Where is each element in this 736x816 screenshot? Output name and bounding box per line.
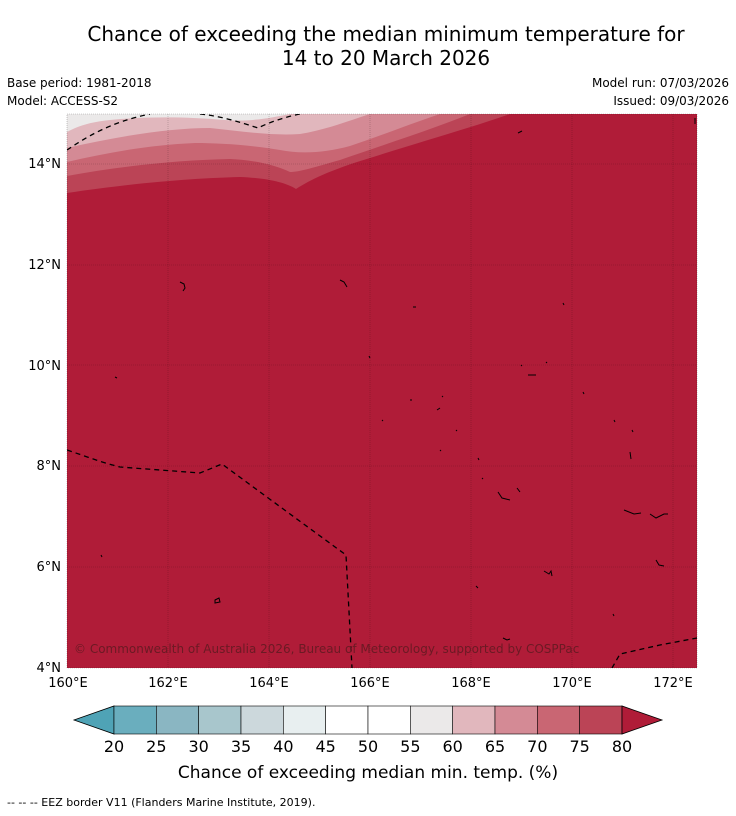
colorbar-cell-75-80: [579, 705, 623, 735]
colorbar-low-extension: [72, 705, 115, 735]
colorbar: 20 25 30 35 40 45 50 55 60 65 70 75 80 Chance of exc…: [72, 705, 664, 783]
colorbar-cell-20-25: [113, 705, 157, 735]
colorbar-high-extension: [621, 705, 664, 735]
lat-label-14n: 14°N: [28, 157, 61, 172]
colorbar-tick-35: 35: [231, 737, 251, 756]
forecast-map: © Commonwealth of Australia 2026, Bureau…: [28, 113, 698, 783]
colorbar-title: Chance of exceeding median min. temp. (%…: [178, 763, 558, 783]
chart-title: Chance of exceeding the median minimum t…: [0, 22, 736, 70]
grid-lines: [67, 114, 697, 668]
colorbar-tick-55: 55: [400, 737, 420, 756]
colorbar-cell-45-50: [325, 705, 369, 735]
colorbar-tick-40: 40: [273, 737, 293, 756]
colorbar-cell-30-35: [198, 705, 242, 735]
lon-label-170e: 170°E: [552, 676, 592, 691]
eez-border-south: [67, 449, 353, 668]
colorbar-cell-60-65: [452, 705, 496, 735]
lat-label-10n: 10°N: [28, 359, 61, 374]
base-period: Base period: 1981-2018: [7, 76, 152, 90]
eez-footnote: -- -- -- EEZ border V11 (Flanders Marine…: [7, 796, 316, 809]
colorbar-tick-75: 75: [569, 737, 589, 756]
lon-label-162e: 162°E: [148, 676, 188, 691]
lon-label-166e: 166°E: [350, 676, 390, 691]
map-area: [67, 114, 697, 668]
lat-label-6n: 6°N: [37, 560, 62, 575]
lat-label-12n: 12°N: [28, 258, 61, 273]
lat-label-8n: 8°N: [37, 459, 62, 474]
eez-border-north-west: [67, 114, 151, 151]
colorbar-tick-80: 80: [612, 737, 632, 756]
colorbar-tick-45: 45: [315, 737, 335, 756]
colorbar-cell-50-55: [367, 705, 411, 735]
colorbar-cell-55-60: [410, 705, 453, 735]
islands: [100, 118, 696, 641]
title-line-2: 14 to 20 March 2026: [281, 46, 491, 70]
lon-label-164e: 164°E: [249, 676, 289, 691]
model-name: Model: ACCESS-S2: [7, 94, 119, 108]
issued-date: Issued: 09/03/2026: [613, 94, 729, 108]
eez-border-south-east: [611, 637, 697, 668]
lon-label-168e: 168°E: [451, 676, 491, 691]
eez-border-north: [199, 114, 301, 129]
colorbar-cell-35-40: [240, 705, 284, 735]
copyright-credit: © Commonwealth of Australia 2026, Bureau…: [74, 642, 579, 656]
meta-right: Model run: 07/03/2026 Issued: 09/03/2026: [592, 74, 729, 110]
colorbar-tick-25: 25: [146, 737, 166, 756]
latitude-labels: 14°N 12°N 10°N 8°N 6°N 4°N: [28, 157, 61, 676]
lon-label-160e: 160°E: [48, 676, 88, 691]
band-55-60: [67, 114, 290, 132]
colorbar-tick-65: 65: [485, 737, 505, 756]
lon-label-172e: 172°E: [653, 676, 693, 691]
colorbar-cell-25-30: [156, 705, 199, 735]
colorbar-tick-30: 30: [188, 737, 208, 756]
colorbar-cell-65-70: [494, 705, 538, 735]
colorbar-tick-70: 70: [527, 737, 547, 756]
colorbar-tick-labels: 20 25 30 35 40 45 50 55 60 65 70 75 80: [104, 737, 632, 756]
colorbar-tick-20: 20: [104, 737, 124, 756]
model-run: Model run: 07/03/2026: [591, 76, 729, 90]
lat-label-4n: 4°N: [37, 661, 62, 676]
colorbar-cell-70-75: [537, 705, 580, 735]
probability-field-high: [67, 114, 697, 668]
longitude-labels: 160°E 162°E 164°E 166°E 168°E 170°E 172°…: [48, 676, 693, 691]
colorbar-cell-40-45: [283, 705, 326, 735]
title-line-1: Chance of exceeding the median minimum t…: [87, 22, 685, 46]
map-frame: [66, 113, 698, 669]
meta-left: Base period: 1981-2018 Model: ACCESS-S2: [7, 74, 152, 110]
colorbar-tick-60: 60: [442, 737, 462, 756]
eez-borders: [67, 114, 697, 668]
colorbar-tick-50: 50: [358, 737, 378, 756]
band-60-65: [67, 114, 370, 148]
colorbar-cells: [113, 705, 623, 735]
